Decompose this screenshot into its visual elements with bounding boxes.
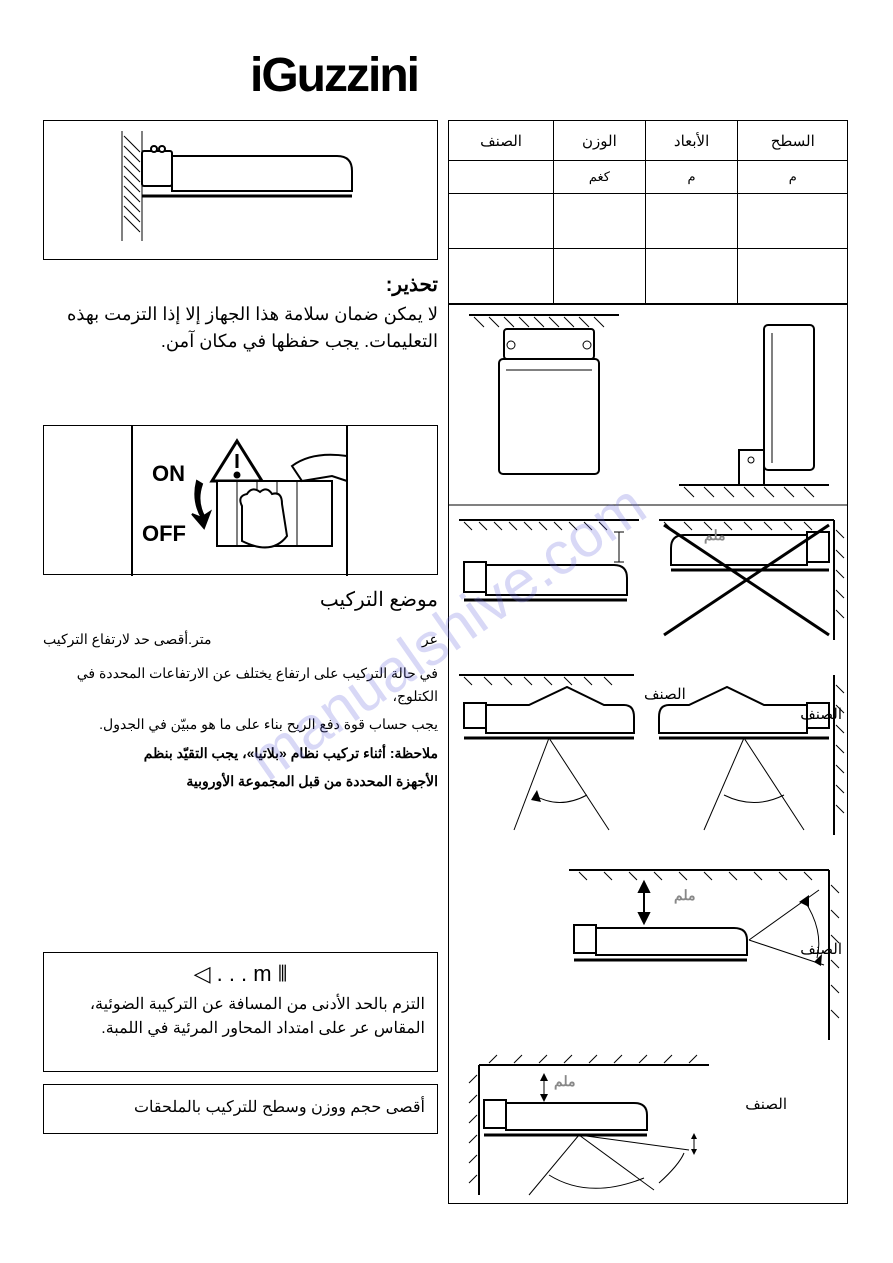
mounting-diagrams: ملم الصنف الصنف ملم الصنف ملم الصنف: [448, 304, 848, 1204]
install-note: ملاحظة: أثناء تركيب نظام «بلاتيا»، يجب ا…: [43, 742, 438, 764]
class-label-4: الصنف: [745, 1095, 787, 1113]
fixture-mount-diagram: [43, 120, 438, 260]
left-column: تحذير: لا يمكن ضمان سلامة هذا الجهاز إلا…: [43, 120, 438, 1146]
cell-0-2: [554, 194, 646, 249]
distance-symbol: ◁ . . . m ⦀: [56, 961, 425, 987]
install-line1a: أقصى حد لارتفاع التركيب: [43, 628, 188, 650]
on-off-diagram: ON OFF: [43, 425, 438, 575]
mm-label-1: ملم: [704, 527, 725, 544]
warning-text: لا يمكن ضمان سلامة هذا الجهاز إلا إذا ال…: [43, 301, 438, 355]
unit-surface: م: [738, 161, 848, 194]
min-distance-box: ◁ . . . m ⦀ التزم بالحد الأدنى من المساف…: [43, 952, 438, 1072]
mm-label-3: ملم: [554, 1073, 575, 1090]
brand-logo: iGuzzini: [250, 48, 418, 103]
cell-1-3: [449, 249, 554, 304]
install-line2: في حالة التركيب على ارتفاع يختلف عن الار…: [43, 662, 438, 707]
max-dimensions-box: أقصى حجم ووزن وسطح للتركيب بالملحقات: [43, 1084, 438, 1134]
th-class: الصنف: [449, 121, 554, 161]
cell-0-3: [449, 194, 554, 249]
svg-text:OFF: OFF: [142, 521, 186, 546]
cell-1-0: [738, 249, 848, 304]
install-line1b: متر.: [188, 628, 211, 650]
unit-class: [449, 161, 554, 194]
cell-0-0: [738, 194, 848, 249]
distance-text: التزم بالحد الأدنى من المسافة عن التركيب…: [56, 993, 425, 1041]
th-surface: السطح: [738, 121, 848, 161]
right-column: السطح الأبعاد الوزن الصنف م م كغم: [448, 120, 848, 1216]
spec-table: السطح الأبعاد الوزن الصنف م م كغم: [448, 120, 848, 304]
cell-1-1: [645, 249, 738, 304]
th-weight: الوزن: [554, 121, 646, 161]
cell-1-2: [554, 249, 646, 304]
svg-text:ON: ON: [152, 461, 185, 486]
class-label-2: الصنف: [800, 705, 842, 723]
install-note2: الأجهزة المحددة من قبل المجموعة الأوروبي…: [43, 770, 438, 792]
class-label-1: الصنف: [644, 685, 686, 703]
mm-label-2: ملم: [674, 887, 695, 904]
install-line3: يجب حساب قوة دفع الريح بناء على ما هو مب…: [43, 713, 438, 735]
unit-dims: م: [645, 161, 738, 194]
cell-0-1: [645, 194, 738, 249]
warning-title: تحذير:: [43, 272, 438, 297]
class-label-3: الصنف: [800, 940, 842, 958]
install-line1c: عر: [422, 628, 438, 650]
th-dims: الأبعاد: [645, 121, 738, 161]
install-position-title: موضع التركيب: [43, 587, 438, 612]
unit-weight: كغم: [554, 161, 646, 194]
